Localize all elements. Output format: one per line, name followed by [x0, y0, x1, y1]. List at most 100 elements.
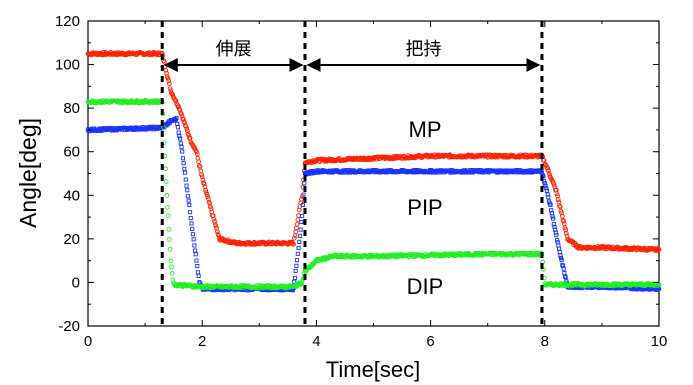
- x-tick-label: 4: [312, 333, 320, 350]
- data-point: [562, 274, 568, 279]
- data-point: [546, 168, 551, 174]
- data-point: [294, 263, 299, 268]
- data-point: [204, 192, 210, 197]
- data-point: [185, 128, 190, 134]
- data-point: [176, 104, 182, 109]
- y-axis-label: Angle[deg]: [15, 118, 41, 228]
- data-point: [291, 241, 296, 247]
- data-point: [302, 181, 307, 186]
- data-point: [165, 75, 171, 81]
- data-point: [292, 275, 298, 280]
- data-point: [563, 231, 569, 236]
- data-point: [178, 136, 183, 141]
- data-point: [193, 248, 198, 253]
- data-point: [188, 210, 193, 215]
- data-point: [294, 222, 300, 227]
- data-point: [557, 204, 563, 210]
- data-point: [165, 213, 171, 219]
- data-point: [163, 179, 169, 184]
- data-point: [298, 227, 303, 232]
- data-point: [300, 213, 305, 218]
- data-point: [292, 279, 297, 284]
- data-point: [299, 281, 304, 287]
- data-point: [189, 221, 194, 226]
- phase-label: 把持: [405, 39, 441, 59]
- data-point: [169, 271, 175, 276]
- x-tick-label: 6: [426, 333, 434, 350]
- data-point: [297, 239, 302, 244]
- data-point: [213, 223, 219, 229]
- series-label-dip: DIP: [407, 274, 444, 299]
- data-point: [295, 217, 301, 222]
- data-point: [177, 134, 182, 139]
- data-point: [293, 229, 299, 235]
- data-point: [191, 237, 196, 242]
- data-point: [184, 126, 190, 132]
- data-point: [550, 214, 555, 219]
- data-point: [553, 230, 558, 235]
- data-point: [169, 264, 174, 270]
- data-point: [554, 191, 560, 197]
- series-layer: [85, 50, 662, 293]
- data-point: [296, 213, 301, 219]
- data-point: [174, 115, 179, 121]
- data-point: [557, 249, 562, 255]
- y-tick-label: 100: [55, 57, 80, 74]
- data-point: [181, 161, 186, 166]
- data-point: [185, 188, 190, 193]
- data-point: [175, 121, 180, 126]
- data-point: [199, 172, 204, 177]
- data-point: [214, 226, 219, 231]
- data-point: [551, 222, 556, 227]
- data-point: [546, 170, 552, 176]
- data-point: [203, 187, 208, 193]
- data-point: [543, 183, 548, 188]
- data-point: [194, 151, 200, 157]
- data-point: [186, 133, 192, 138]
- data-point: [299, 196, 304, 202]
- data-point: [292, 233, 298, 238]
- series-mp: [85, 50, 662, 254]
- data-point: [196, 273, 201, 278]
- data-point: [185, 194, 190, 199]
- phase-layer: 伸展 把持: [160, 21, 544, 326]
- data-point: [184, 183, 189, 188]
- data-point: [555, 238, 560, 243]
- data-point: [180, 156, 185, 161]
- data-point: [293, 268, 298, 273]
- data-point: [205, 194, 211, 199]
- data-point: [551, 216, 556, 221]
- x-tick-label: 0: [84, 333, 92, 350]
- data-point: [198, 168, 204, 174]
- data-point: [163, 166, 168, 172]
- data-point: [544, 186, 549, 191]
- data-point: [179, 111, 184, 117]
- data-point: [176, 130, 181, 135]
- data-point: [200, 177, 206, 183]
- data-point: [195, 264, 200, 269]
- data-point: [299, 219, 304, 224]
- data-point: [211, 216, 217, 222]
- data-point: [656, 247, 662, 253]
- data-point: [214, 229, 220, 234]
- data-point: [190, 226, 195, 232]
- data-point: [291, 235, 297, 241]
- data-point: [290, 241, 296, 246]
- data-point: [544, 188, 549, 193]
- data-point: [556, 199, 562, 205]
- data-point: [170, 277, 176, 283]
- data-point: [557, 246, 562, 251]
- data-point: [296, 245, 301, 250]
- data-point: [555, 197, 561, 202]
- x-tick-label: 2: [198, 333, 206, 350]
- data-point: [542, 181, 547, 186]
- series-label-pip: PIP: [407, 195, 442, 220]
- series-label-mp: MP: [409, 117, 442, 142]
- x-tick-label: 10: [651, 333, 668, 350]
- data-point: [182, 166, 187, 171]
- data-point: [560, 262, 565, 268]
- y-tick-label: 120: [55, 13, 80, 30]
- y-tick-label: 60: [63, 144, 80, 161]
- data-point: [553, 227, 558, 232]
